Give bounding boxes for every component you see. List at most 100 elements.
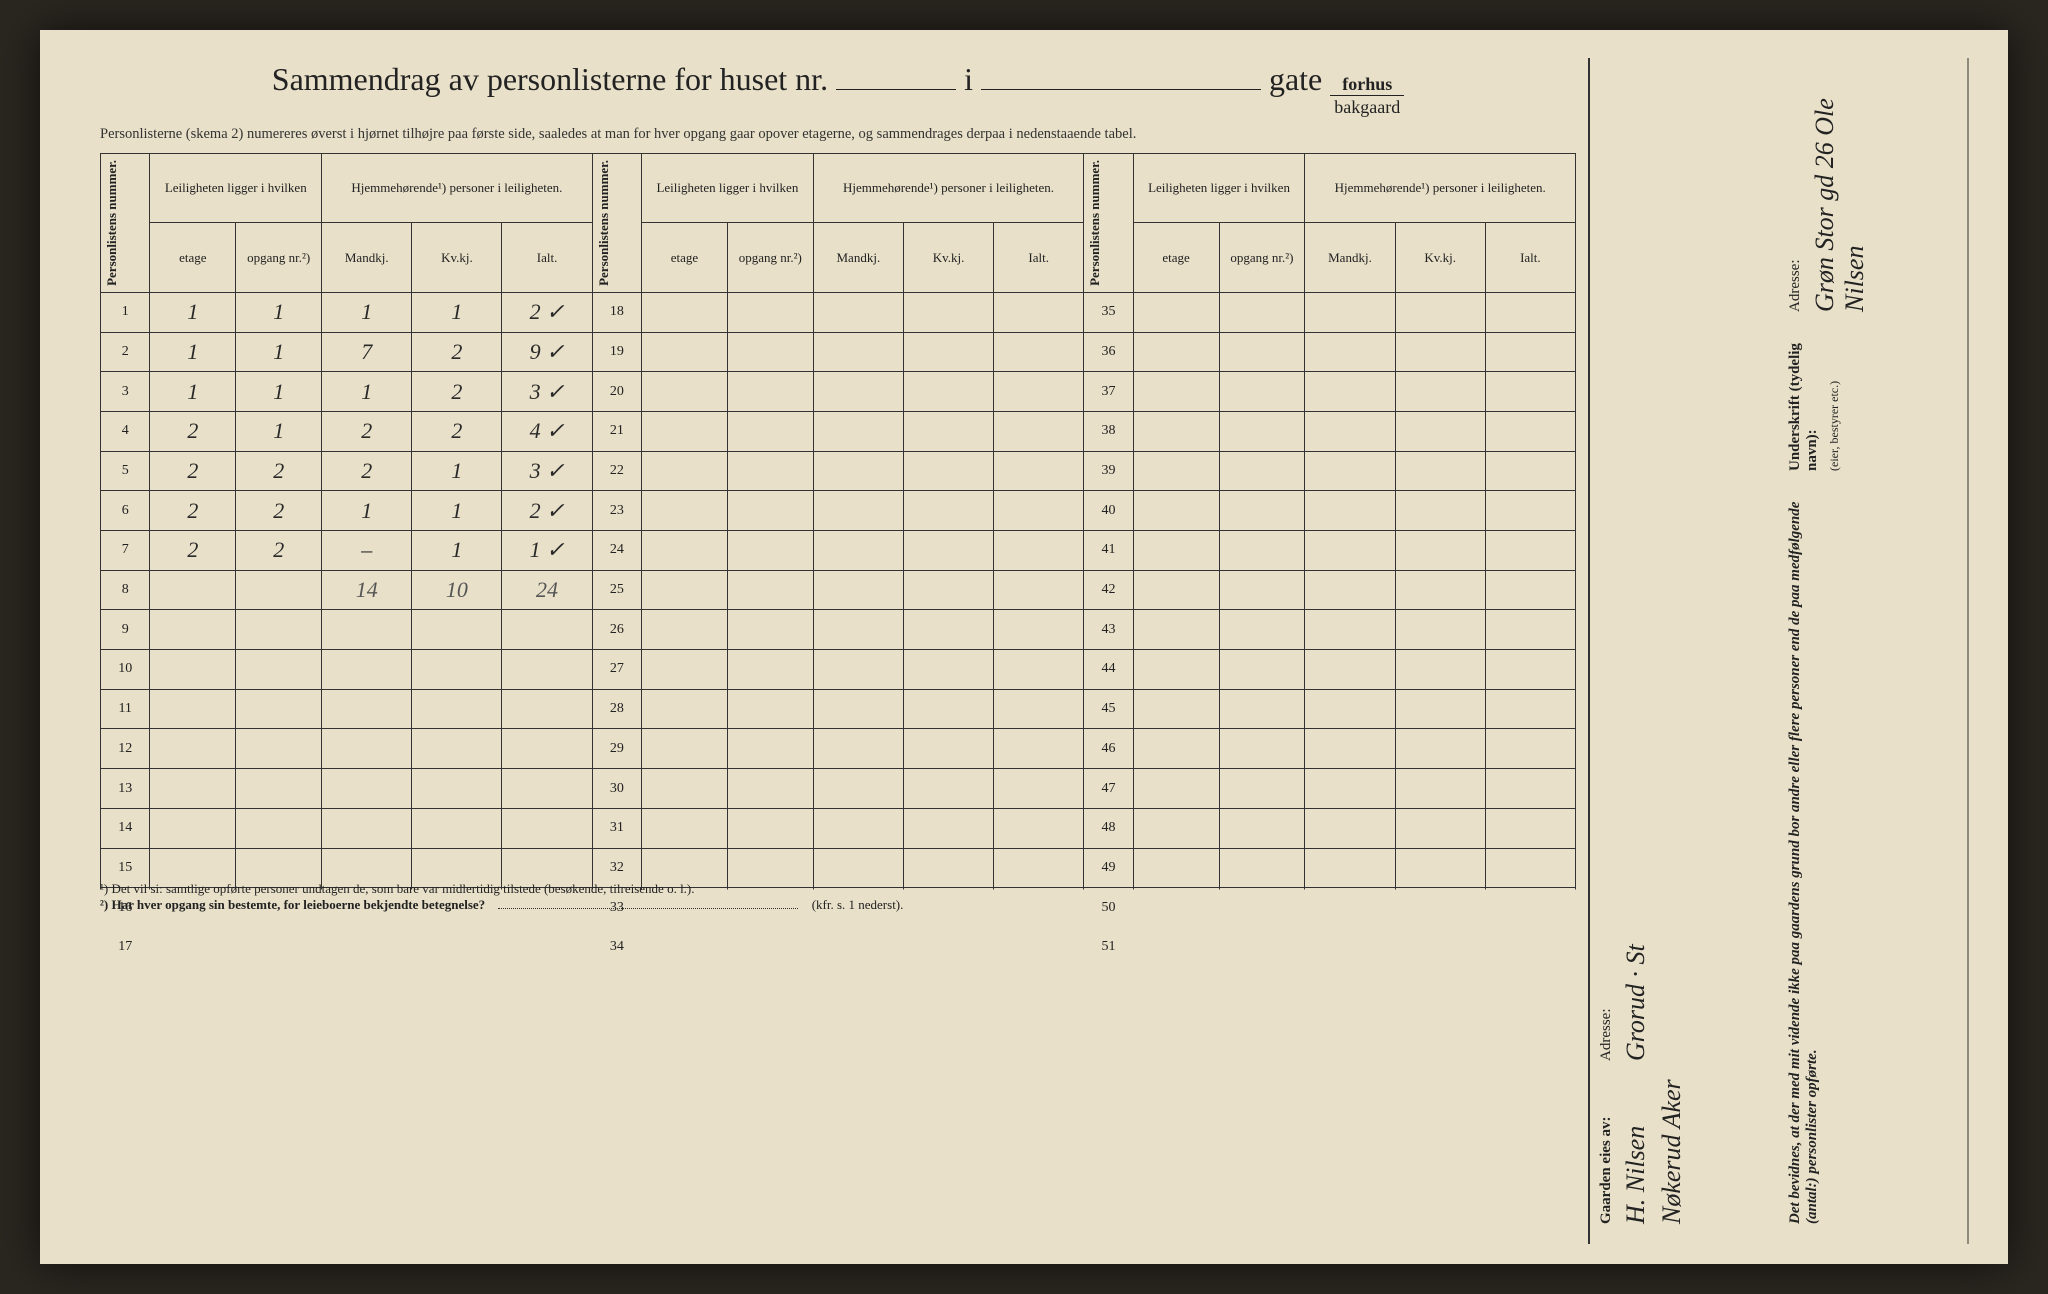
cell-opgang bbox=[727, 769, 813, 809]
cell-k bbox=[903, 927, 993, 967]
title-mid: i bbox=[964, 61, 973, 98]
cell-m bbox=[813, 332, 903, 372]
row-number: 13 bbox=[101, 769, 150, 809]
cell-k: 1 bbox=[412, 491, 502, 531]
cell-k bbox=[903, 689, 993, 729]
cell-etage bbox=[642, 332, 728, 372]
cell-opgang bbox=[727, 689, 813, 729]
cell-etage bbox=[642, 689, 728, 729]
cell-k bbox=[412, 610, 502, 650]
cell-opgang bbox=[1219, 650, 1305, 690]
census-form-page: Sammendrag av personlisterne for huset n… bbox=[40, 30, 2008, 1264]
row-number: 38 bbox=[1084, 411, 1133, 451]
cell-opgang bbox=[236, 729, 322, 769]
cell-etage: 2 bbox=[150, 451, 236, 491]
row-number: 21 bbox=[592, 411, 641, 451]
hdr-ialt-1: Ialt. bbox=[502, 223, 592, 292]
owner-label: Gaarden eies av: bbox=[1598, 1079, 1615, 1224]
cell-k bbox=[1395, 292, 1485, 332]
hdr-kv-3: Kv.kj. bbox=[1395, 223, 1485, 292]
cell-i bbox=[502, 808, 592, 848]
cell-opgang bbox=[1219, 689, 1305, 729]
cell-etage bbox=[150, 769, 236, 809]
hdr-personlist-2: Personlistens nummer. bbox=[596, 156, 612, 290]
table-row: 211729 ✓1936 bbox=[101, 332, 1576, 372]
cell-m bbox=[322, 769, 412, 809]
cell-m bbox=[813, 689, 903, 729]
cell-m bbox=[1305, 332, 1395, 372]
cell-m bbox=[322, 729, 412, 769]
row-number: 35 bbox=[1084, 292, 1133, 332]
hdr-kv-1: Kv.kj. bbox=[412, 223, 502, 292]
cell-m bbox=[813, 927, 903, 967]
cell-m bbox=[813, 411, 903, 451]
cell-m bbox=[1305, 570, 1395, 610]
cell-etage bbox=[150, 689, 236, 729]
owner-adresse-label: Adresse: bbox=[1598, 945, 1615, 1062]
cell-i bbox=[502, 689, 592, 729]
row-number: 45 bbox=[1084, 689, 1133, 729]
cell-k bbox=[903, 769, 993, 809]
cell-m bbox=[813, 570, 903, 610]
cell-m bbox=[813, 729, 903, 769]
row-number: 36 bbox=[1084, 332, 1133, 372]
cell-i bbox=[994, 570, 1084, 610]
cell-opgang bbox=[1219, 411, 1305, 451]
cell-i bbox=[994, 531, 1084, 571]
cell-opgang bbox=[236, 650, 322, 690]
cell-i bbox=[1485, 808, 1575, 848]
cell-k bbox=[412, 808, 502, 848]
cell-opgang bbox=[1219, 531, 1305, 571]
row-number: 18 bbox=[592, 292, 641, 332]
cell-etage bbox=[1133, 570, 1219, 610]
cell-k: 2 bbox=[412, 372, 502, 412]
footnote-2: ²) Har hver opgang sin bestemte, for lei… bbox=[100, 897, 1576, 913]
hdr-mand-1: Mandkj. bbox=[322, 223, 412, 292]
cell-m bbox=[1305, 451, 1395, 491]
cell-etage bbox=[1133, 650, 1219, 690]
hdr-kv-2: Kv.kj. bbox=[903, 223, 993, 292]
cell-opgang bbox=[1219, 372, 1305, 412]
cell-i bbox=[994, 292, 1084, 332]
cell-opgang bbox=[1219, 451, 1305, 491]
cell-k bbox=[1395, 570, 1485, 610]
cell-etage: 2 bbox=[150, 411, 236, 451]
cell-opgang: 2 bbox=[236, 531, 322, 571]
cell-k bbox=[412, 927, 502, 967]
cell-i bbox=[994, 650, 1084, 690]
cell-k bbox=[1395, 650, 1485, 690]
row-number: 1 bbox=[101, 292, 150, 332]
cell-i: 2 ✓ bbox=[502, 491, 592, 531]
cell-k bbox=[1395, 808, 1485, 848]
row-number: 48 bbox=[1084, 808, 1133, 848]
sign-role: (eier, bestyrer etc.) bbox=[1827, 330, 1842, 471]
cell-etage bbox=[642, 491, 728, 531]
table-row: 102744 bbox=[101, 650, 1576, 690]
cell-k bbox=[1395, 729, 1485, 769]
row-number: 19 bbox=[592, 332, 641, 372]
cell-m bbox=[322, 808, 412, 848]
cell-etage bbox=[1133, 689, 1219, 729]
cell-m: 2 bbox=[322, 411, 412, 451]
hdr-hjemme-3: Hjemmehørende¹) personer i leiligheten. bbox=[1305, 154, 1576, 223]
cell-opgang: 2 bbox=[236, 491, 322, 531]
row-number: 47 bbox=[1084, 769, 1133, 809]
cell-i bbox=[1485, 927, 1575, 967]
row-number: 9 bbox=[101, 610, 150, 650]
cell-opgang bbox=[727, 531, 813, 571]
cell-k: 1 bbox=[412, 531, 502, 571]
cell-etage: 2 bbox=[150, 531, 236, 571]
hdr-opgang-2: opgang nr.²) bbox=[727, 223, 813, 292]
cell-etage bbox=[1133, 769, 1219, 809]
row-number: 51 bbox=[1084, 927, 1133, 967]
cell-etage: 1 bbox=[150, 332, 236, 372]
cell-i bbox=[1485, 610, 1575, 650]
cell-k bbox=[903, 610, 993, 650]
cell-k bbox=[903, 372, 993, 412]
cell-m: 1 bbox=[322, 491, 412, 531]
row-number: 37 bbox=[1084, 372, 1133, 412]
footnote-1: ¹) Det vil si: samtlige opførte personer… bbox=[100, 881, 1576, 897]
cell-etage bbox=[642, 729, 728, 769]
row-number: 8 bbox=[101, 570, 150, 610]
cell-etage bbox=[150, 610, 236, 650]
